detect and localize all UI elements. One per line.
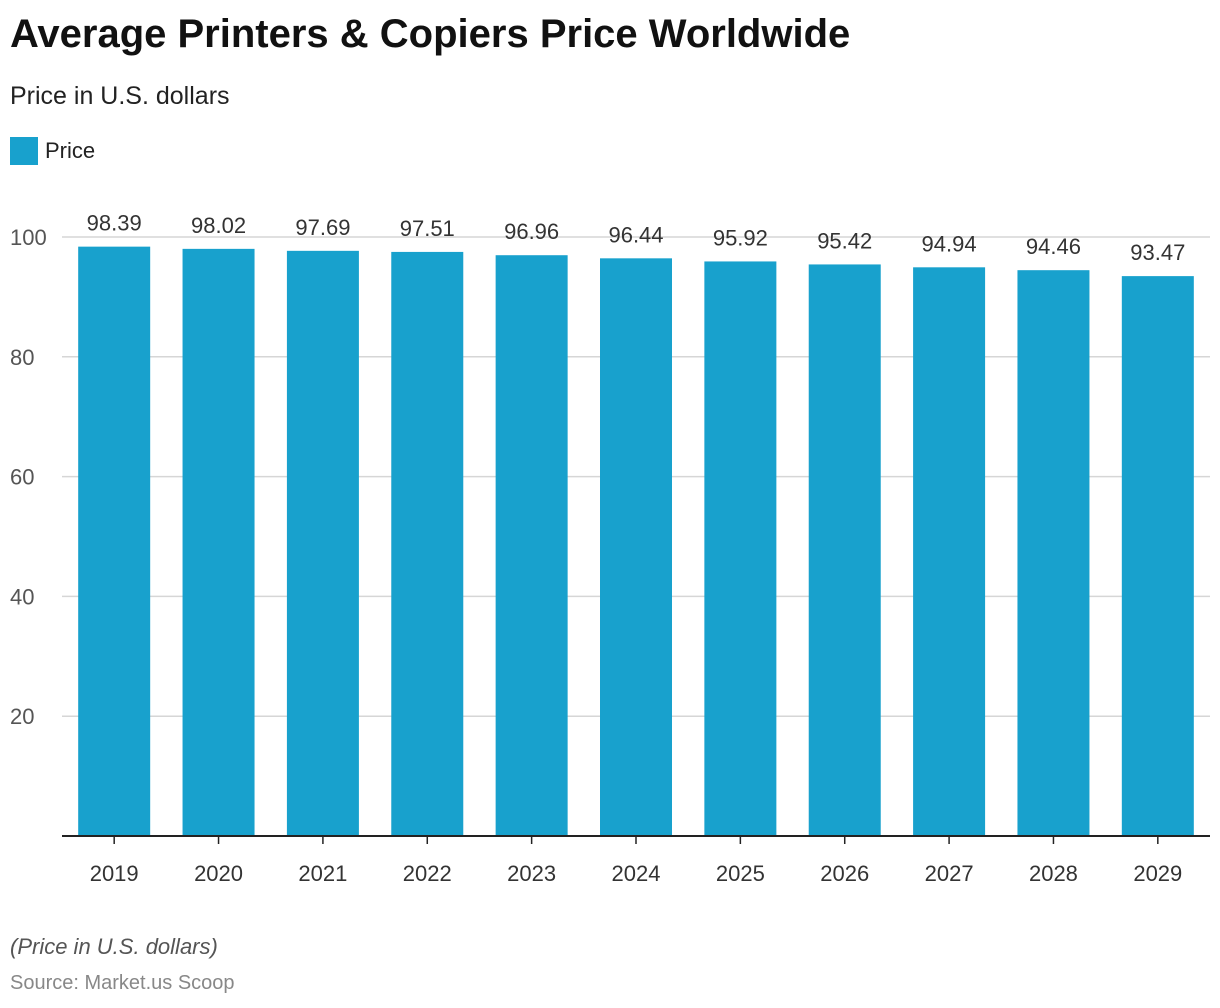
data-label: 95.92 xyxy=(713,225,768,250)
footnote: (Price in U.S. dollars) xyxy=(10,934,218,959)
legend-label: Price xyxy=(45,138,96,163)
y-tick-label: 20 xyxy=(10,704,34,729)
data-label: 97.69 xyxy=(295,215,350,240)
data-label: 96.44 xyxy=(608,222,663,247)
chart-title: Average Printers & Copiers Price Worldwi… xyxy=(10,12,851,56)
bar xyxy=(600,258,672,836)
bar xyxy=(1017,270,1090,837)
data-label: 98.39 xyxy=(87,211,142,236)
x-tick-label: 2028 xyxy=(1029,861,1078,886)
x-tick-label: 2020 xyxy=(194,861,243,886)
bar xyxy=(808,264,881,836)
x-tick-label: 2023 xyxy=(507,861,556,886)
data-label: 95.42 xyxy=(817,228,872,253)
bar xyxy=(78,246,151,836)
legend-swatch xyxy=(10,137,38,165)
x-tick-label: 2026 xyxy=(820,861,869,886)
data-label: 98.02 xyxy=(191,213,246,238)
bar xyxy=(391,251,464,836)
bar xyxy=(182,248,255,836)
data-label: 94.46 xyxy=(1026,234,1081,259)
data-label: 97.51 xyxy=(400,216,455,241)
data-label: 94.94 xyxy=(922,231,977,256)
data-label: 96.96 xyxy=(504,219,559,244)
bar xyxy=(286,250,359,836)
x-tick-label: 2029 xyxy=(1133,861,1182,886)
x-tick-label: 2022 xyxy=(403,861,452,886)
bar xyxy=(495,255,568,836)
legend: Price xyxy=(10,137,95,165)
y-tick-label: 60 xyxy=(10,465,34,490)
x-tick-label: 2019 xyxy=(90,861,139,886)
x-tick-label: 2024 xyxy=(612,861,661,886)
bar xyxy=(913,267,986,836)
x-tick-label: 2025 xyxy=(716,861,765,886)
y-tick-label: 40 xyxy=(10,584,34,609)
data-label: 93.47 xyxy=(1130,240,1185,265)
bar xyxy=(704,261,777,836)
x-tick-label: 2021 xyxy=(298,861,347,886)
source: Source: Market.us Scoop xyxy=(10,972,235,994)
x-tick-label: 2027 xyxy=(925,861,974,886)
bar xyxy=(1121,276,1194,836)
chart-subtitle: Price in U.S. dollars xyxy=(10,82,230,110)
y-tick-label: 100 xyxy=(10,225,47,250)
y-tick-label: 80 xyxy=(10,345,34,370)
